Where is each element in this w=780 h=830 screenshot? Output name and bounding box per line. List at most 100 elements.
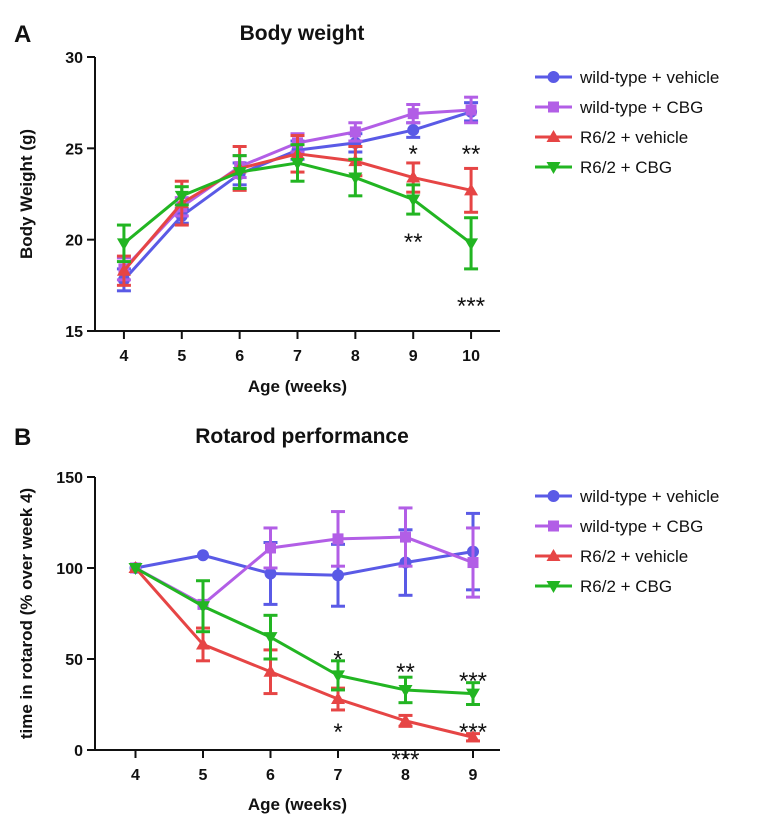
- legend-label: R6/2 + vehicle: [580, 128, 688, 147]
- significance-annotation: **: [396, 659, 415, 686]
- x-tick-label: 8: [351, 348, 360, 365]
- data-point: [349, 126, 361, 138]
- data-point: [116, 238, 131, 251]
- significance-annotation: ***: [391, 746, 419, 773]
- series-r6-2-cbg: [128, 563, 480, 706]
- legend-label: wild-type + vehicle: [579, 68, 719, 87]
- data-point: [196, 601, 210, 614]
- y-tick-label: 30: [65, 50, 83, 67]
- legend-entry: wild-type + vehicle: [535, 68, 719, 87]
- data-point: [464, 183, 479, 196]
- x-tick-label: 9: [469, 767, 478, 784]
- x-tick-label: 6: [266, 767, 275, 784]
- data-point: [263, 632, 278, 645]
- legend-label: wild-type + CBG: [579, 98, 703, 117]
- legend-entry: R6/2 + vehicle: [535, 547, 688, 566]
- legend-marker: [546, 549, 561, 561]
- series-line: [134, 567, 474, 739]
- data-point: [406, 194, 421, 207]
- legend-marker: [547, 490, 560, 502]
- significance-annotation: ***: [459, 668, 487, 695]
- significance-annotation: *: [409, 141, 418, 168]
- x-tick-label: 8: [401, 767, 410, 784]
- y-axis-label: time in rotarod (% over week 4): [17, 488, 36, 739]
- legend-label: wild-type + CBG: [579, 517, 703, 536]
- data-point: [232, 167, 247, 180]
- series-line: [134, 566, 474, 696]
- legend-label: R6/2 + vehicle: [580, 547, 688, 566]
- data-point: [264, 567, 277, 580]
- significance-annotation: ***: [459, 719, 487, 746]
- data-point: [406, 170, 421, 183]
- series-line: [135, 550, 474, 577]
- x-tick-label: 5: [199, 767, 208, 784]
- x-tick-label: 9: [409, 348, 418, 365]
- data-point: [331, 692, 345, 705]
- legend-entry: R6/2 + vehicle: [535, 128, 688, 147]
- x-tick-label: 7: [293, 348, 302, 365]
- data-point: [400, 531, 411, 543]
- x-tick-label: 4: [119, 348, 128, 365]
- significance-annotation: *: [333, 646, 342, 673]
- series-wild-type-cbg: [116, 95, 479, 282]
- x-tick-label: 5: [177, 348, 186, 365]
- legend-marker: [546, 162, 561, 174]
- data-point: [265, 542, 276, 554]
- y-tick-label: 25: [65, 141, 83, 158]
- legend-entry: wild-type + vehicle: [535, 487, 719, 506]
- x-axis-label: Age (weeks): [248, 795, 347, 814]
- data-point: [407, 108, 419, 120]
- chart-title: Body weight: [240, 22, 365, 45]
- legend-entry: R6/2 + CBG: [535, 577, 672, 596]
- panel-letter-b: B: [14, 424, 31, 451]
- x-axis-label: Age (weeks): [248, 377, 347, 396]
- y-tick-label: 15: [65, 324, 83, 341]
- legend-marker: [547, 71, 560, 83]
- legend-label: R6/2 + CBG: [580, 577, 672, 596]
- panel-a-body-weight: A Body weight 15 20 25 30 4 5 6 7 8 9 10 Age (weeks) B…: [14, 21, 719, 396]
- data-point: [174, 190, 189, 203]
- legend-marker: [546, 581, 561, 593]
- panel-b-rotarod-performance: B Rotarod performance 0 50 100 150 4 5 6 7 8 9 Age (…: [14, 424, 719, 814]
- x-tick-label: 6: [235, 348, 244, 365]
- legend-label: R6/2 + CBG: [580, 158, 672, 177]
- y-tick-label: 20: [65, 233, 83, 250]
- series-r6-2-cbg: [116, 143, 479, 271]
- data-point: [398, 684, 413, 697]
- data-point: [332, 533, 344, 545]
- data-point: [128, 563, 143, 575]
- y-axis-label: Body Weight (g): [17, 129, 36, 259]
- significance-annotation: **: [404, 229, 423, 256]
- data-point: [332, 569, 344, 582]
- data-point: [398, 713, 413, 726]
- data-point: [466, 730, 480, 743]
- data-point: [197, 549, 209, 562]
- y-tick-label: 150: [56, 470, 83, 487]
- significance-annotation: ***: [457, 293, 485, 320]
- legend-marker: [546, 130, 561, 142]
- legend-marker: [548, 101, 559, 113]
- data-point: [464, 238, 479, 251]
- data-point: [331, 670, 345, 683]
- data-point: [467, 557, 479, 569]
- legend-entry: wild-type + CBG: [535, 98, 703, 117]
- significance-annotation: **: [462, 141, 481, 168]
- legend-entry: wild-type + CBG: [535, 517, 703, 536]
- data-point: [465, 104, 477, 116]
- x-tick-label: 4: [131, 767, 140, 784]
- y-tick-label: 50: [65, 652, 83, 669]
- data-point: [290, 157, 305, 170]
- legend-entry: R6/2 + CBG: [535, 158, 672, 177]
- chart-title: Rotarod performance: [195, 425, 409, 448]
- data-point: [466, 688, 480, 701]
- series-wild-type-vehicle: [116, 101, 479, 293]
- x-tick-label: 10: [462, 348, 480, 365]
- panel-letter-a: A: [14, 21, 31, 48]
- data-point: [348, 172, 363, 185]
- y-tick-label: 100: [56, 561, 83, 578]
- series-line: [134, 535, 474, 606]
- legend-label: wild-type + vehicle: [579, 487, 719, 506]
- y-tick-label: 0: [74, 743, 83, 760]
- significance-annotation: *: [333, 719, 342, 746]
